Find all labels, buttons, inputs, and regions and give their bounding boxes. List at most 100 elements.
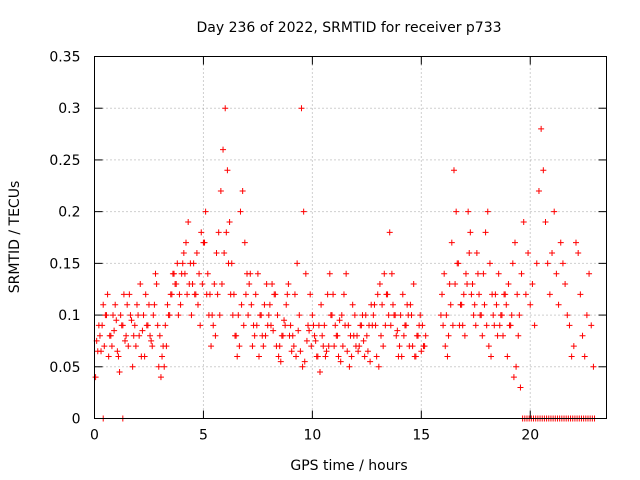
data-point: [466, 250, 473, 257]
data-point: [522, 291, 529, 298]
data-point: [131, 322, 138, 329]
data-point: [245, 312, 252, 319]
data-point: [225, 260, 232, 267]
data-point: [223, 229, 230, 236]
data-point: [514, 291, 521, 298]
data-point: [529, 281, 536, 288]
x-tick-label: 0: [90, 428, 99, 444]
data-point: [117, 312, 124, 319]
data-point: [161, 363, 168, 370]
data-point: [96, 332, 103, 339]
data-point: [446, 281, 453, 288]
data-point: [344, 348, 351, 355]
data-point: [469, 281, 476, 288]
data-point: [123, 332, 130, 339]
data-point: [108, 343, 115, 350]
data-point: [354, 332, 361, 339]
data-point: [339, 343, 346, 350]
data-point: [458, 301, 465, 308]
data-point: [184, 291, 191, 298]
data-point: [286, 332, 293, 339]
data-point: [152, 270, 159, 277]
data-point: [144, 322, 151, 329]
data-point: [211, 281, 218, 288]
data-point: [221, 250, 228, 257]
y-tick-label: 0.3: [58, 101, 80, 117]
data-point: [150, 312, 157, 319]
data-point: [306, 327, 313, 334]
data-point: [253, 322, 260, 329]
data-point: [511, 239, 518, 246]
x-tick-label: 15: [412, 428, 430, 444]
data-point: [331, 343, 338, 350]
data-point: [448, 239, 455, 246]
y-tick-label: 0.25: [49, 153, 80, 169]
data-point: [236, 343, 243, 350]
data-point: [145, 301, 152, 308]
data-point: [220, 146, 227, 153]
data-point: [252, 291, 259, 298]
data-point: [439, 291, 446, 298]
data-point: [214, 291, 221, 298]
data-point: [94, 348, 101, 355]
data-point: [470, 312, 477, 319]
data-point: [485, 343, 492, 350]
data-point: [540, 167, 547, 174]
data-point: [462, 270, 469, 277]
data-point: [239, 187, 246, 194]
data-point: [489, 291, 496, 298]
data-point: [553, 270, 560, 277]
data-point: [379, 301, 386, 308]
data-point: [128, 317, 135, 324]
data-point: [334, 332, 341, 339]
data-point: [410, 281, 417, 288]
data-point: [226, 218, 233, 225]
data-point: [166, 312, 173, 319]
data-point: [370, 312, 377, 319]
data-point: [418, 348, 425, 355]
data-point: [114, 348, 121, 355]
data-point: [154, 322, 161, 329]
data-point: [355, 348, 362, 355]
data-point: [388, 270, 395, 277]
data-point: [120, 291, 127, 298]
data-point: [520, 218, 527, 225]
data-point: [351, 312, 358, 319]
data-point: [310, 322, 317, 329]
data-point: [135, 312, 142, 319]
data-point: [551, 208, 558, 215]
data-point: [345, 322, 352, 329]
data-point: [204, 270, 211, 277]
data-point: [261, 301, 268, 308]
data-point: [179, 260, 186, 267]
data-point: [347, 332, 354, 339]
data-point: [254, 270, 261, 277]
data-point: [316, 368, 323, 375]
data-point: [367, 358, 374, 365]
data-point: [279, 332, 286, 339]
data-point: [298, 105, 305, 112]
data-point: [464, 281, 471, 288]
data-point: [212, 332, 219, 339]
data-point: [490, 312, 497, 319]
data-point: [315, 322, 322, 329]
data-point: [586, 270, 593, 277]
data-point: [151, 301, 158, 308]
data-point: [288, 348, 295, 355]
data-point: [441, 270, 448, 277]
data-point: [349, 301, 356, 308]
data-point: [194, 301, 201, 308]
data-point: [137, 281, 144, 288]
x-tick-labels: 0 5 10 15 20: [90, 428, 539, 444]
data-point: [301, 358, 308, 365]
data-point: [506, 322, 513, 329]
data-point: [205, 312, 212, 319]
data-point: [297, 348, 304, 355]
data-point: [453, 208, 460, 215]
data-point: [394, 327, 401, 334]
data-point: [474, 270, 481, 277]
data-point: [381, 270, 388, 277]
data-point: [238, 301, 245, 308]
data-point: [124, 301, 131, 308]
data-point: [130, 332, 137, 339]
